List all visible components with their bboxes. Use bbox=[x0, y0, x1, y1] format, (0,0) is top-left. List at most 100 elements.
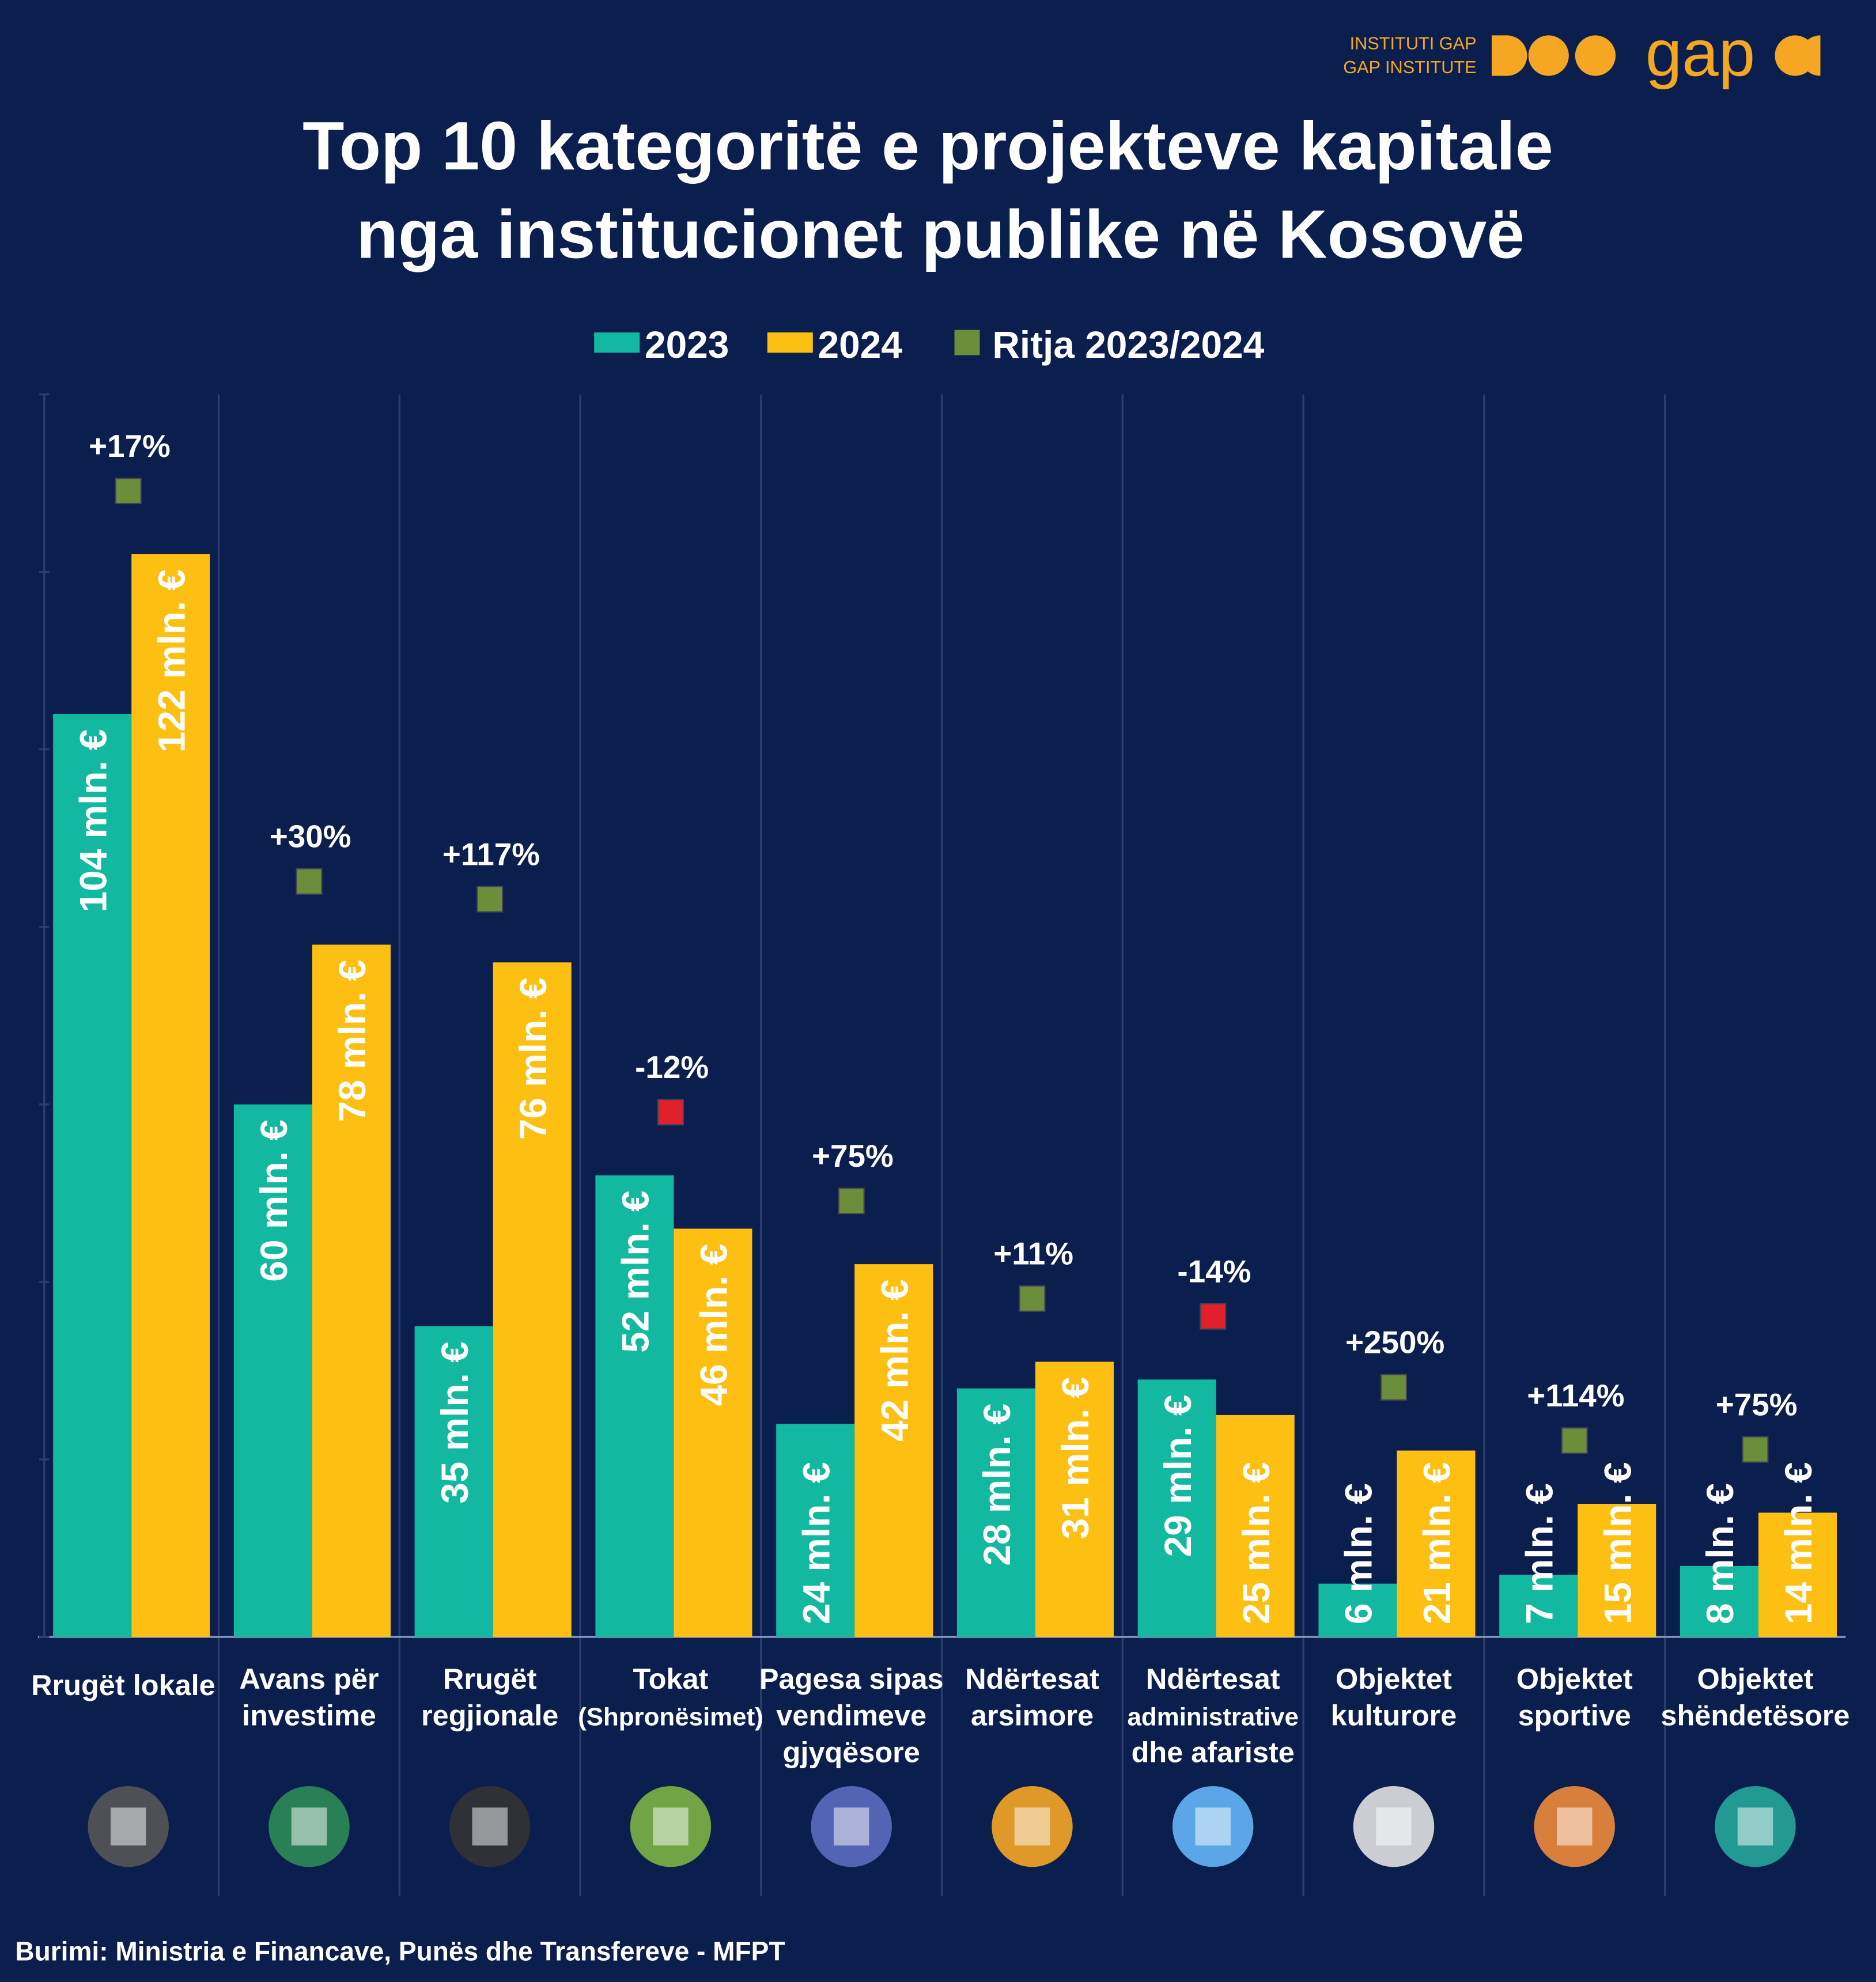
legend-swatch bbox=[954, 330, 980, 355]
x-tick-label: vendimeve bbox=[776, 1699, 926, 1732]
growth-marker bbox=[296, 868, 323, 895]
growth-label: +11% bbox=[993, 1236, 1073, 1272]
value-label: 122 mln. € bbox=[150, 569, 192, 752]
growth-label: +30% bbox=[270, 819, 351, 854]
growth-marker bbox=[476, 886, 504, 913]
bar bbox=[1216, 1414, 1295, 1637]
x-tick-label: gjyqësore bbox=[783, 1735, 920, 1768]
value-label: 42 mln. € bbox=[873, 1279, 916, 1442]
category-icon-detail bbox=[833, 1807, 869, 1846]
bar bbox=[131, 554, 210, 1637]
growth-label: +75% bbox=[1716, 1386, 1798, 1422]
value-label: 28 mln. € bbox=[975, 1404, 1018, 1566]
growth-marker bbox=[657, 1099, 684, 1126]
value-label: 46 mln. € bbox=[693, 1244, 735, 1406]
growth-marker bbox=[1561, 1427, 1588, 1454]
value-label: 76 mln. € bbox=[512, 978, 554, 1140]
growth-label: +114% bbox=[1527, 1378, 1624, 1413]
value-label: 104 mln. € bbox=[71, 729, 114, 912]
growth-marker bbox=[1380, 1374, 1407, 1401]
chart-title: Top 10 kategoritë e projekteve kapitale bbox=[302, 108, 1553, 184]
value-label: 60 mln. € bbox=[252, 1119, 295, 1282]
bar bbox=[854, 1264, 933, 1637]
x-tick-label: sportive bbox=[1518, 1699, 1631, 1732]
x-tick-label: Objektet bbox=[1697, 1662, 1814, 1695]
bar bbox=[1035, 1361, 1114, 1637]
growth-marker bbox=[115, 478, 142, 505]
value-label: 25 mln. € bbox=[1235, 1462, 1277, 1625]
legend-swatch bbox=[767, 332, 813, 353]
growth-marker bbox=[1019, 1285, 1046, 1312]
category-icon-detail bbox=[1556, 1807, 1593, 1846]
value-label: 35 mln. € bbox=[433, 1341, 476, 1504]
x-tick-label: Objektet bbox=[1336, 1662, 1452, 1695]
x-tick-label: (Shpronësimet) bbox=[578, 1703, 763, 1731]
legend-label: Ritja 2023/2024 bbox=[992, 323, 1264, 366]
value-label: 21 mln. € bbox=[1416, 1462, 1458, 1625]
growth-label: +250% bbox=[1345, 1325, 1444, 1360]
bar bbox=[233, 1104, 312, 1637]
logo-line: INSTITUTI GAP bbox=[1350, 33, 1477, 54]
bar bbox=[1680, 1565, 1758, 1637]
growth-label: -14% bbox=[1177, 1253, 1251, 1289]
bar bbox=[414, 1326, 493, 1637]
x-tick-label: Ndërtesat bbox=[1146, 1662, 1280, 1695]
growth-label: -12% bbox=[635, 1049, 709, 1085]
bar bbox=[1397, 1450, 1476, 1637]
value-label: 52 mln. € bbox=[614, 1190, 657, 1353]
value-label: 8 mln. € bbox=[1699, 1483, 1741, 1624]
source: Burimi: Ministria e Financave, Punës dhe… bbox=[15, 1936, 785, 1966]
x-tick-label: regjionale bbox=[421, 1699, 558, 1732]
x-tick-label: Pagesa sipas bbox=[759, 1662, 944, 1695]
bar bbox=[1499, 1575, 1578, 1637]
chart-title: nga institucionet publike në Kosovë bbox=[357, 197, 1525, 273]
logo-line: GAP INSTITUTE bbox=[1343, 57, 1476, 77]
logo-word: gap bbox=[1646, 17, 1755, 90]
category-icon-detail bbox=[1014, 1807, 1050, 1846]
value-label: 24 mln. € bbox=[795, 1462, 837, 1625]
category-icon-detail bbox=[1195, 1807, 1231, 1846]
bar bbox=[1758, 1512, 1837, 1637]
category-icon-detail bbox=[110, 1807, 146, 1846]
x-tick-label: dhe afariste bbox=[1132, 1735, 1295, 1768]
legend-label: 2024 bbox=[818, 323, 903, 366]
bar bbox=[956, 1388, 1035, 1637]
logo-mark bbox=[1492, 35, 1821, 76]
x-tick-label: investime bbox=[242, 1699, 376, 1732]
value-label: 78 mln. € bbox=[331, 960, 373, 1122]
x-tick-label: Objektet bbox=[1516, 1662, 1633, 1695]
category-icon-detail bbox=[291, 1807, 327, 1846]
bar bbox=[776, 1424, 855, 1637]
category-icon-detail bbox=[1737, 1807, 1773, 1846]
growth-marker bbox=[838, 1187, 865, 1215]
x-tick-label: Rrugët lokale bbox=[31, 1669, 215, 1701]
category-icon-detail bbox=[1376, 1807, 1412, 1846]
bar bbox=[674, 1228, 752, 1637]
bar bbox=[595, 1175, 674, 1637]
x-tick-label: arsimore bbox=[971, 1699, 1094, 1732]
growth-label: +75% bbox=[812, 1138, 894, 1174]
bar bbox=[493, 962, 572, 1637]
value-label: 15 mln. € bbox=[1596, 1462, 1639, 1625]
x-tick-label: shëndetësore bbox=[1661, 1699, 1849, 1732]
growth-marker bbox=[1200, 1303, 1227, 1330]
bar bbox=[1318, 1583, 1397, 1637]
value-label: 29 mln. € bbox=[1156, 1395, 1199, 1557]
x-tick-label: Tokat bbox=[633, 1662, 709, 1695]
value-label: 7 mln. € bbox=[1518, 1483, 1560, 1624]
bar bbox=[53, 714, 132, 1637]
growth-marker bbox=[1742, 1436, 1769, 1463]
legend-label: 2023 bbox=[645, 323, 729, 366]
bar bbox=[1578, 1504, 1656, 1637]
legend-swatch bbox=[594, 332, 640, 353]
growth-label: +17% bbox=[89, 428, 171, 464]
x-tick-label: administrative bbox=[1128, 1703, 1299, 1731]
growth-label: +117% bbox=[442, 836, 540, 872]
category-icon-detail bbox=[472, 1807, 508, 1846]
value-label: 31 mln. € bbox=[1054, 1377, 1096, 1540]
x-tick-label: Rrugët bbox=[443, 1662, 537, 1695]
x-tick-label: Avans për bbox=[239, 1662, 379, 1695]
value-label: 6 mln. € bbox=[1337, 1483, 1380, 1624]
category-icon-detail bbox=[653, 1807, 689, 1846]
